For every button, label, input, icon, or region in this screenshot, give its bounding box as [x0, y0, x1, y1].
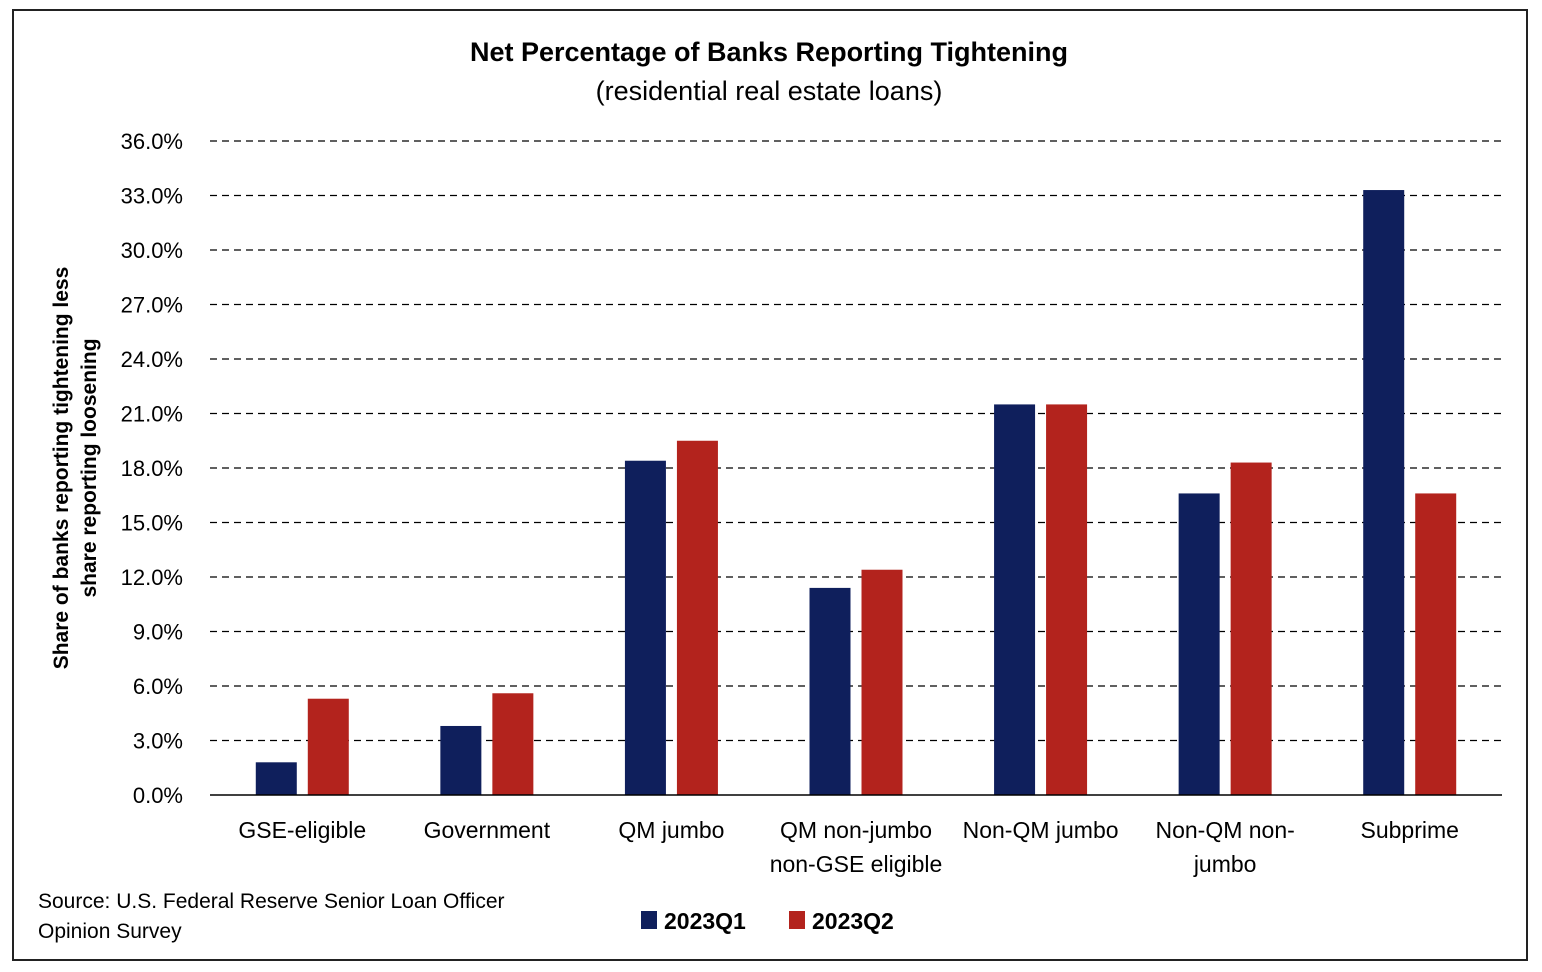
y-tick-label: 15.0% — [121, 511, 183, 536]
y-tick-label: 18.0% — [121, 456, 183, 481]
bar-2023q1-1 — [440, 725, 482, 795]
y-tick-label: 36.0% — [121, 129, 183, 154]
bar-2023q2-4 — [1046, 404, 1088, 795]
x-category-label: Government — [424, 817, 551, 843]
x-category-label: jumbo — [1193, 851, 1257, 877]
bar-2023q2-5 — [1230, 462, 1272, 795]
legend-swatch-2023q2 — [789, 911, 805, 929]
y-tick-label: 9.0% — [133, 620, 183, 645]
bar-2023q2-2 — [676, 440, 718, 795]
x-category-label: QM jumbo — [618, 817, 724, 843]
legend-swatch-2023q1 — [641, 911, 657, 929]
bar-2023q1-5 — [1178, 493, 1220, 795]
x-category-label: Subprime — [1360, 817, 1458, 843]
x-category-label: Non-QM non- — [1155, 817, 1294, 843]
y-tick-label: 0.0% — [133, 783, 183, 808]
legend-label-2023q1: 2023Q1 — [664, 908, 746, 934]
bars — [255, 190, 1457, 796]
y-tick-label: 33.0% — [121, 184, 183, 209]
bar-2023q2-0 — [307, 698, 349, 795]
y-axis-label: Share of banks reporting tightening less… — [50, 267, 101, 670]
y-tick-label: 3.0% — [133, 729, 183, 754]
legend: 2023Q1 2023Q2 — [641, 908, 894, 934]
y-tick-label: 30.0% — [121, 238, 183, 263]
gridlines — [210, 140, 1502, 742]
x-category-label: QM non-jumbo — [780, 817, 932, 843]
chart-title: Net Percentage of Banks Reporting Tighte… — [470, 37, 1068, 67]
y-tick-label: 24.0% — [121, 347, 183, 372]
y-axis-ticks: 0.0% 3.0% 6.0% 9.0% 12.0% 15.0% 18.0% 21.0% 24.0… — [121, 129, 183, 808]
y-tick-label: 21.0% — [121, 402, 183, 427]
bar-2023q1-0 — [255, 762, 297, 795]
y-axis-label-line-2: share reporting loosening — [78, 338, 101, 597]
bar-2023q1-4 — [994, 404, 1036, 795]
y-tick-label: 12.0% — [121, 565, 183, 590]
x-axis-categories: GSE-eligible Government QM jumbo QM non-jum… — [238, 817, 1459, 877]
bar-2023q1-6 — [1363, 190, 1405, 796]
x-category-label: Non-QM jumbo — [963, 817, 1119, 843]
x-category-label: GSE-eligible — [238, 817, 366, 843]
chart-frame — [12, 9, 1528, 961]
source-note-line-1: Source: U.S. Federal Reserve Senior Loan… — [38, 890, 505, 913]
y-tick-label: 27.0% — [121, 293, 183, 318]
bar-2023q2-1 — [492, 693, 534, 795]
y-axis-label-line-1: Share of banks reporting tightening less — [50, 267, 73, 670]
bar-2023q2-6 — [1415, 493, 1457, 795]
bar-2023q2-3 — [861, 569, 903, 795]
chart-subtitle: (residential real estate loans) — [596, 76, 943, 106]
bar-2023q1-2 — [624, 460, 666, 795]
y-tick-label: 6.0% — [133, 674, 183, 699]
x-category-label: non-GSE eligible — [770, 851, 943, 877]
source-note-line-2: Opinion Survey — [38, 920, 182, 943]
legend-label-2023q2: 2023Q2 — [812, 908, 894, 934]
bar-2023q1-3 — [809, 587, 851, 795]
